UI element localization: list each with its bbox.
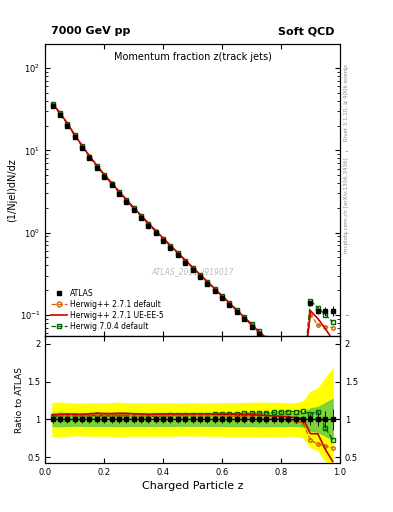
Y-axis label: Ratio to ATLAS: Ratio to ATLAS [15,367,24,433]
Text: Soft QCD: Soft QCD [277,26,334,36]
X-axis label: Charged Particle z: Charged Particle z [142,481,243,492]
Text: ATLAS_2011_I919017: ATLAS_2011_I919017 [151,267,234,276]
Text: Momentum fraction z(track jets): Momentum fraction z(track jets) [114,52,272,62]
Legend: ATLAS, Herwig++ 2.7.1 default, Herwig++ 2.7.1 UE-EE-5, Herwig 7.0.4 default: ATLAS, Herwig++ 2.7.1 default, Herwig++ … [49,288,166,332]
Text: 7000 GeV pp: 7000 GeV pp [51,26,130,36]
Y-axis label: (1/Njel)dN/dz: (1/Njel)dN/dz [7,158,17,222]
Text: Rivet 3.1.10, ≥ 400k events: Rivet 3.1.10, ≥ 400k events [344,64,349,141]
Text: mcplots.cern.ch [arXiv:1306.3436]: mcplots.cern.ch [arXiv:1306.3436] [344,157,349,252]
